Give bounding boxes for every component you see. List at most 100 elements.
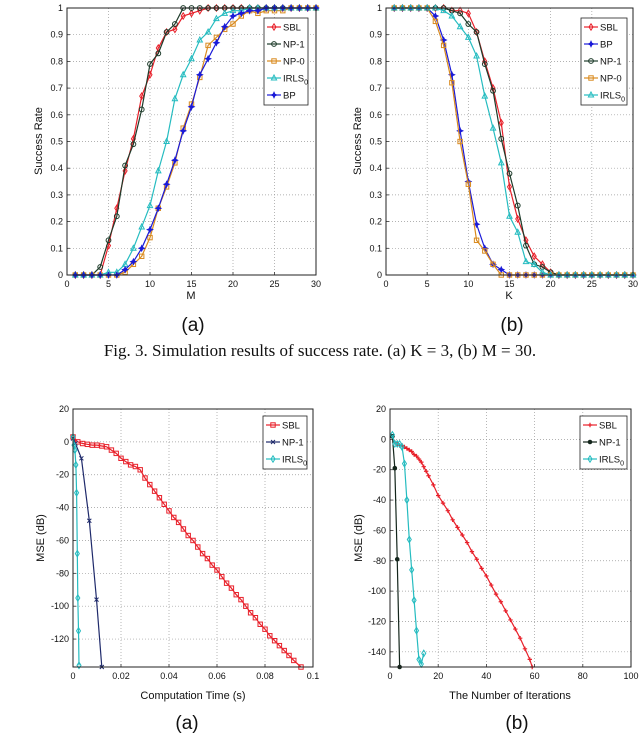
data-point xyxy=(473,29,480,35)
legend-label: NP-1 xyxy=(282,438,304,449)
data-point xyxy=(514,202,521,209)
data-point xyxy=(421,649,427,658)
figure-caption: Fig. 3. Simulation results of success ra… xyxy=(104,341,536,360)
x-tick-label: 0 xyxy=(64,279,69,289)
data-point xyxy=(440,6,448,14)
y-tick-label: 20 xyxy=(59,404,69,414)
data-point xyxy=(482,248,488,254)
plot-frame xyxy=(72,408,314,668)
data-point xyxy=(223,580,230,586)
data-point xyxy=(151,488,158,494)
y-tick-label: 0.4 xyxy=(369,163,382,173)
data-point xyxy=(172,25,178,34)
data-point xyxy=(490,87,496,94)
data-point xyxy=(464,540,470,545)
y-tick-label: 0.9 xyxy=(50,30,63,40)
data-point xyxy=(399,442,405,452)
data-point xyxy=(527,657,532,662)
data-point xyxy=(409,449,414,454)
data-point xyxy=(464,33,472,40)
data-point xyxy=(122,166,128,176)
data-point xyxy=(414,453,419,459)
data-point xyxy=(113,450,119,457)
y-tick-label: 0.7 xyxy=(369,83,382,93)
data-point xyxy=(247,610,254,616)
data-point xyxy=(238,596,244,603)
x-tick-label: 20 xyxy=(546,279,556,289)
data-point xyxy=(86,518,92,524)
data-point xyxy=(179,126,188,135)
series-line xyxy=(391,436,401,668)
data-point xyxy=(281,647,287,654)
x-tick-label: 15 xyxy=(186,279,196,289)
y-tick-label: 0 xyxy=(377,270,382,280)
data-point xyxy=(426,473,431,478)
data-point xyxy=(394,556,400,562)
data-point xyxy=(123,458,129,465)
x-tick-label: 0 xyxy=(70,671,75,681)
data-point xyxy=(457,10,464,17)
y-tick-label: 0.2 xyxy=(50,217,63,227)
data-point xyxy=(199,550,206,557)
y-tick-label: -40 xyxy=(373,495,386,505)
data-point xyxy=(188,54,195,62)
data-point xyxy=(147,61,153,67)
chart-c-ylabel: MSE (dB) xyxy=(35,514,47,562)
data-point xyxy=(522,257,530,265)
data-point xyxy=(137,244,146,253)
data-point xyxy=(498,599,504,604)
x-tick-label: 0.02 xyxy=(112,671,130,681)
data-point xyxy=(473,237,480,243)
y-tick-label: -60 xyxy=(56,535,69,545)
data-point xyxy=(97,264,104,270)
data-point xyxy=(228,585,235,591)
data-point xyxy=(286,652,292,659)
data-point xyxy=(409,565,415,575)
data-point xyxy=(171,514,177,521)
x-tick-label: 0 xyxy=(383,279,388,289)
data-point xyxy=(515,214,521,224)
data-point xyxy=(484,573,489,579)
data-point xyxy=(162,180,171,189)
data-point xyxy=(252,615,259,621)
y-tick-label: 0.1 xyxy=(369,243,382,253)
data-point xyxy=(440,42,447,49)
data-point xyxy=(506,170,513,177)
data-point xyxy=(233,591,239,598)
data-point xyxy=(187,102,196,111)
data-point xyxy=(221,9,229,16)
data-point xyxy=(498,118,504,127)
data-point xyxy=(389,430,395,439)
data-point xyxy=(122,162,128,169)
data-point xyxy=(406,535,412,544)
data-point xyxy=(497,158,505,166)
legend-label: NP-1 xyxy=(600,57,622,68)
y-tick-label: -80 xyxy=(373,556,386,566)
x-tick-label: 100 xyxy=(623,671,638,681)
plot-frame xyxy=(389,408,632,668)
data-point xyxy=(514,228,522,235)
legend-label: BP xyxy=(283,91,296,102)
data-point xyxy=(416,655,422,664)
data-point xyxy=(517,635,523,641)
data-point xyxy=(448,11,456,19)
data-point xyxy=(213,3,219,13)
data-point xyxy=(465,9,471,18)
data-point xyxy=(195,70,204,79)
x-tick-label: 30 xyxy=(628,279,638,289)
chart-a-ylabel: Success Rate xyxy=(33,107,45,175)
data-point xyxy=(431,482,436,488)
data-point xyxy=(489,582,494,588)
y-tick-label: 0.8 xyxy=(50,56,63,66)
series-irls0 xyxy=(389,430,427,669)
data-point xyxy=(121,265,130,274)
data-point xyxy=(230,21,236,27)
data-point xyxy=(416,456,422,462)
x-tick-label: 5 xyxy=(106,279,111,289)
y-tick-label: 0.6 xyxy=(50,110,63,120)
y-tick-label: -100 xyxy=(368,586,386,596)
legend: SBL NP-1 IRLS0 xyxy=(579,415,628,470)
data-point xyxy=(419,459,424,465)
chart-b-xlabel: K xyxy=(505,290,513,302)
